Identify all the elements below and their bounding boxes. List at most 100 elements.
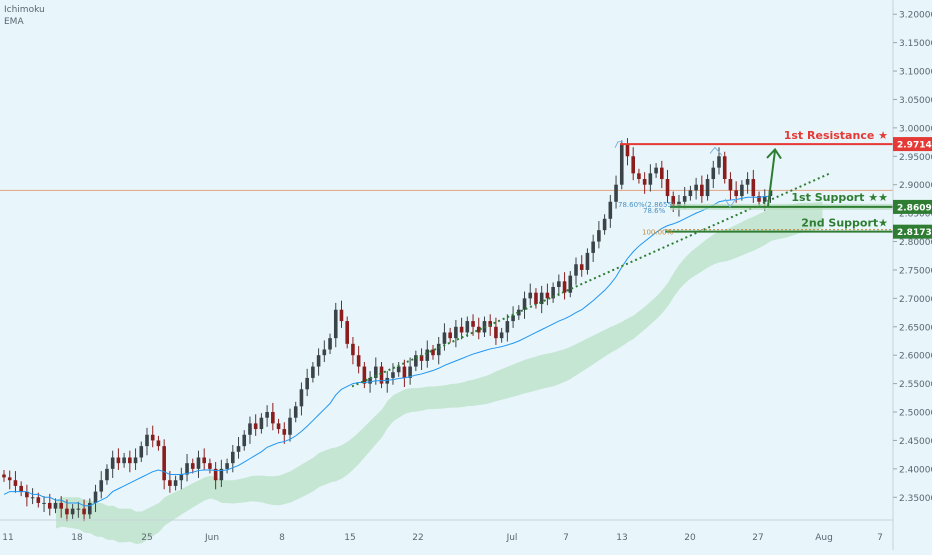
level-badge-text-3: 2.81735 [897, 228, 932, 238]
y-tick-label: 2.85000 [899, 210, 932, 220]
candle-body [236, 446, 241, 452]
candle-body [705, 179, 710, 197]
x-tick-label: 8 [279, 533, 285, 543]
candle-body [322, 349, 327, 356]
candle-body [288, 417, 292, 435]
y-tick-label: 3.05000 [899, 96, 932, 106]
candle-body [642, 179, 647, 185]
candle-body [631, 156, 635, 174]
candle-body [379, 366, 384, 384]
candle-body [282, 429, 287, 435]
candle-body [436, 343, 441, 356]
y-tick-label: 2.70000 [899, 295, 932, 305]
candle-body [545, 292, 550, 299]
candle-body [568, 275, 573, 293]
candle-body [557, 281, 561, 287]
candle-body [150, 434, 155, 441]
candle-body [654, 167, 658, 174]
candle-body [208, 463, 212, 469]
candle-body [242, 434, 247, 447]
candle-body [591, 241, 595, 253]
candle-body [156, 440, 161, 447]
candle-body [459, 326, 464, 333]
x-tick-label: 11 [2, 533, 13, 543]
candle-body [2, 474, 6, 478]
y-tick-label: 3.15000 [899, 39, 932, 49]
candle-body [476, 326, 481, 333]
support-1-label: 1st Support ★★ [791, 191, 888, 204]
indicator-label-ichimoku: Ichimoku [4, 5, 45, 15]
x-tick-label: 15 [344, 533, 355, 543]
candle-body [448, 332, 452, 339]
pattern-bracket-2 [709, 146, 723, 156]
candle-body [145, 434, 149, 447]
y-tick-label: 3.20000 [899, 11, 932, 21]
candle-body [374, 366, 378, 378]
candle-body [265, 412, 269, 418]
price-axis: 3.20000 3.15000 3.10000 3.05000 3.00000 2.950… [892, 0, 932, 550]
y-tick-label: 2.95000 [899, 153, 932, 163]
candle-body [396, 366, 401, 373]
level-badge-3 [893, 224, 932, 239]
candle-body [219, 468, 224, 481]
candle-body [648, 173, 653, 185]
candle-body [53, 502, 58, 509]
candle-body [408, 366, 412, 378]
candle-body [293, 406, 298, 418]
candle-body [13, 480, 18, 486]
candle-body [619, 144, 624, 185]
candle-body [19, 485, 23, 492]
x-tick-label: Aug [815, 533, 833, 543]
y-tick-label: 2.50000 [899, 409, 932, 419]
y-tick-label: 2.75000 [899, 266, 932, 276]
candle-body [700, 184, 704, 197]
candle-body [276, 423, 281, 430]
candle-body [671, 196, 676, 208]
ichimoku-cloud [56, 201, 823, 545]
candle-body [173, 480, 178, 486]
candle-body [740, 184, 744, 197]
y-tick-label: 2.35000 [899, 494, 932, 504]
candle-body [202, 457, 206, 464]
candle-body [717, 156, 721, 168]
candle-body [351, 343, 355, 356]
candle-body [248, 423, 252, 435]
candle-body [665, 179, 670, 197]
projection-arrow-shaft [767, 150, 776, 207]
candle-body [637, 173, 641, 180]
candle-body [368, 377, 372, 384]
y-tick-label: 2.80000 [899, 238, 932, 248]
x-tick-label: 22 [412, 533, 423, 543]
candle-body [225, 463, 229, 469]
candle-body [442, 332, 447, 344]
candle-body [305, 377, 309, 390]
candle-body [745, 179, 750, 185]
pattern-bracket-1 [614, 141, 623, 148]
candle-body [253, 423, 258, 430]
candle-body [660, 167, 664, 180]
candle-body [25, 491, 29, 498]
candle-body [762, 196, 767, 202]
level-badge-2 [893, 199, 932, 214]
candle-body [7, 477, 12, 481]
candle-body [362, 366, 367, 384]
candle-body [345, 321, 349, 344]
candle-body [522, 298, 527, 310]
fib-label-3: 100.00% [642, 229, 673, 237]
y-tick-label: 2.65000 [899, 323, 932, 333]
candle-body [722, 156, 727, 180]
candle-body [333, 309, 338, 339]
candle-body [471, 321, 475, 327]
candle-body [116, 457, 121, 464]
candle-body [105, 468, 109, 481]
candle-body [76, 508, 81, 510]
candle-body [682, 196, 687, 202]
candle-body [110, 457, 115, 469]
resistance-label: 1st Resistance ★ [784, 129, 888, 142]
candle-body [133, 457, 138, 464]
candle-body [694, 184, 698, 191]
x-tick-label: 7 [877, 533, 883, 543]
candle-body [70, 508, 75, 515]
